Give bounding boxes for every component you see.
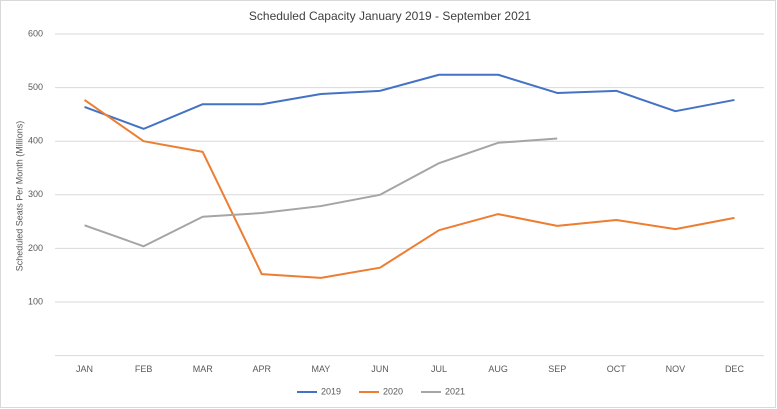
y-axis-label: Scheduled Seats Per Month (Millions) xyxy=(14,121,24,272)
chart-title: Scheduled Capacity January 2019 - Septem… xyxy=(249,9,532,23)
y-tick-label: 100 xyxy=(28,296,43,306)
legend-label: 2021 xyxy=(445,386,465,396)
series-line xyxy=(84,137,558,248)
series-line xyxy=(84,73,735,130)
legend-label: 2020 xyxy=(383,386,403,396)
x-tick-label: SEP xyxy=(548,364,566,374)
y-tick-label: 300 xyxy=(28,189,43,199)
x-tick-label: OCT xyxy=(607,364,627,374)
x-tick-label: MAY xyxy=(311,364,330,374)
x-tick-label: DEC xyxy=(725,364,745,374)
x-tick-label: JAN xyxy=(76,364,93,374)
x-tick-label: NOV xyxy=(666,364,686,374)
x-tick-label: JUN xyxy=(371,364,389,374)
x-tick-label: AUG xyxy=(488,364,508,374)
x-tick-label: FEB xyxy=(135,364,153,374)
y-tick-label: 200 xyxy=(28,243,43,253)
y-tick-label: 600 xyxy=(28,28,43,38)
x-tick-label: MAR xyxy=(193,364,214,374)
y-tick-label: 500 xyxy=(28,82,43,92)
y-tick-label: 400 xyxy=(28,136,43,146)
x-tick-label: APR xyxy=(253,364,272,374)
legend-label: 2019 xyxy=(321,386,341,396)
x-tick-label: JUL xyxy=(431,364,447,374)
series-line xyxy=(83,99,735,279)
